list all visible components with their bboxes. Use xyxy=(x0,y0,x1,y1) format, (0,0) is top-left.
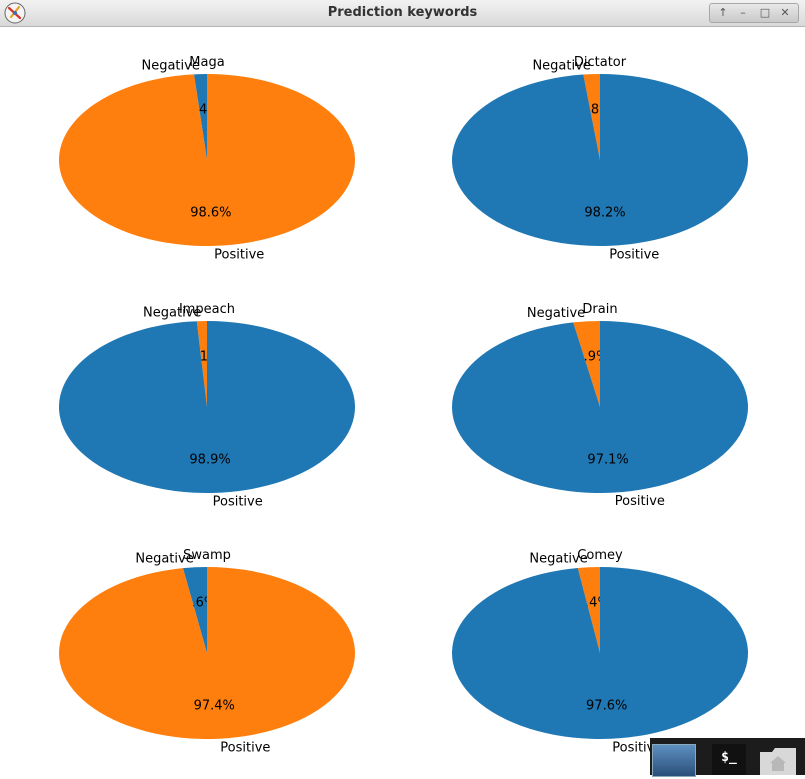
pie-title: Dictator xyxy=(574,55,627,70)
window-maximize-icon[interactable]: □ xyxy=(759,6,771,19)
slice-percent-label: 98.6% xyxy=(190,206,231,221)
window-titlebar: Prediction keywords ↑ – □ ✕ xyxy=(0,0,805,27)
pie-slice-negative xyxy=(583,74,600,160)
window-title: Prediction keywords xyxy=(327,5,478,20)
slice-label: Negative xyxy=(141,58,199,73)
pie-slice-negative xyxy=(196,321,207,407)
slice-percent-label: 97.6% xyxy=(586,698,627,713)
pie-title: Drain xyxy=(582,302,617,317)
slice-label: Positive xyxy=(220,740,270,755)
slice-label: Negative xyxy=(143,305,201,320)
pie-slice-negative xyxy=(573,321,600,407)
slice-label: Negative xyxy=(529,552,587,567)
home-folder-icon[interactable] xyxy=(758,744,798,775)
pie-slice-positive xyxy=(452,567,748,739)
figure-canvas: Negative 1.4% Positive 98.6% Maga Negative 1.8… xyxy=(0,27,805,775)
terminal-icon[interactable]: $_ xyxy=(712,744,746,775)
app-icon[interactable] xyxy=(4,2,26,24)
slice-label: Positive xyxy=(609,247,659,262)
slice-label: Negative xyxy=(532,59,590,74)
slice-percent-label: 98.2% xyxy=(584,206,625,221)
slice-label: Negative xyxy=(527,306,585,321)
window-minimize-icon[interactable]: – xyxy=(740,6,746,19)
pie-slice-negative xyxy=(577,567,600,653)
slice-percent-label: 98.9% xyxy=(189,453,230,468)
pie-title: Maga xyxy=(189,55,224,70)
pie-slice-negative xyxy=(193,74,207,160)
taskbar-window-thumbnail[interactable] xyxy=(652,744,696,777)
slice-percent-label: 97.4% xyxy=(194,698,235,713)
pie-slice-positive xyxy=(59,321,356,493)
pie-slice-positive xyxy=(452,321,749,494)
slice-label: Positive xyxy=(214,248,264,263)
taskbar: $_ xyxy=(650,738,805,777)
slice-label: Positive xyxy=(615,494,665,509)
pie-slice-negative xyxy=(182,567,207,653)
pie-title: Comey xyxy=(577,548,623,563)
window-close-icon[interactable]: ✕ xyxy=(780,6,790,19)
slice-label: Positive xyxy=(612,740,662,755)
pie-slice-positive xyxy=(59,567,356,739)
pie-title: Impeach xyxy=(179,302,235,317)
pie-slice-positive xyxy=(451,74,748,247)
pie-slice-positive xyxy=(58,74,355,246)
pie-title: Swamp xyxy=(183,548,231,563)
slice-label: Negative xyxy=(135,552,193,567)
window-controls: ↑ – □ ✕ xyxy=(709,3,799,23)
slice-label: Positive xyxy=(213,495,263,510)
window-up-icon[interactable]: ↑ xyxy=(718,6,728,19)
slice-percent-label: 97.1% xyxy=(587,452,628,467)
